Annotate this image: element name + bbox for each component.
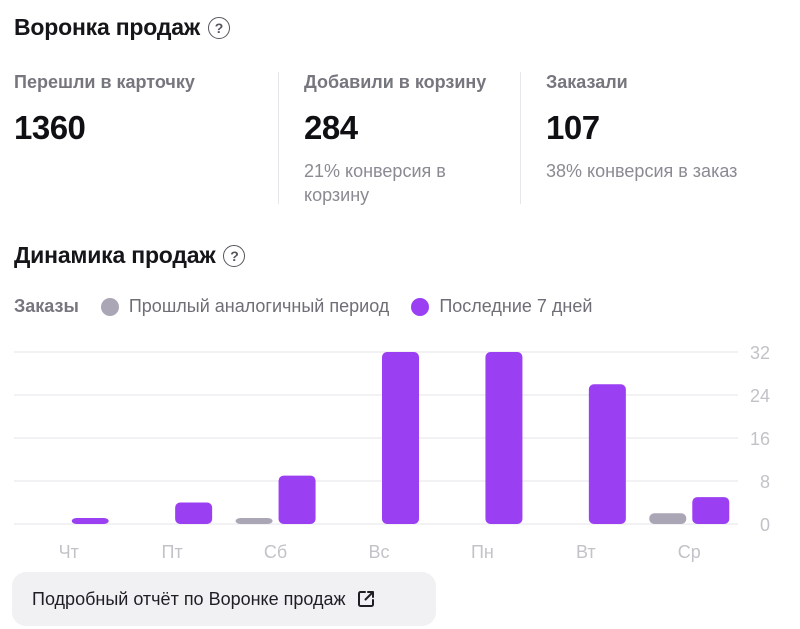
- x-tick-label: Сб: [264, 542, 287, 562]
- metric-divider: [520, 72, 521, 204]
- legend-dot-icon: [100, 297, 119, 316]
- funnel-metrics: Перешли в карточку 1360 Добавили в корзи…: [0, 72, 800, 205]
- metric-value: 107: [546, 109, 600, 146]
- metric-value: 284: [304, 109, 358, 146]
- x-tick-label: Чт: [59, 542, 79, 562]
- funnel-title: Воронка продаж ?: [14, 14, 230, 41]
- funnel-title-text: Воронка продаж: [14, 14, 200, 40]
- bar-last-7-days: [692, 497, 730, 524]
- metric-label: Заказали: [546, 72, 628, 92]
- dynamics-title-text: Динамика продаж: [14, 242, 216, 268]
- legend-item-last-7-days[interactable]: Последние 7 дней: [411, 296, 592, 317]
- x-tick-label: Вт: [576, 542, 596, 562]
- legend-label: Прошлый аналогичный период: [128, 296, 390, 316]
- legend-label: Последние 7 дней: [439, 296, 593, 316]
- bar-previous-period: [235, 518, 273, 524]
- bar-last-7-days: [588, 384, 626, 524]
- external-link-icon: [357, 591, 374, 607]
- question-circle-icon[interactable]: ?: [207, 16, 230, 39]
- legend-dot-icon: [411, 297, 430, 316]
- legend-title: Заказы: [14, 296, 79, 316]
- metric-card-visits: Перешли в карточку 1360: [14, 72, 195, 204]
- metric-divider: [278, 72, 279, 204]
- bar-last-7-days: [382, 352, 419, 524]
- bar-last-7-days: [485, 352, 523, 524]
- x-tick-label: Ср: [678, 542, 701, 562]
- x-tick-label: Пн: [471, 542, 494, 562]
- y-tick-label: 32: [750, 343, 770, 363]
- metric-label: Добавили в корзину: [304, 72, 487, 92]
- y-tick-label: 0: [760, 515, 770, 535]
- y-tick-label: 8: [760, 472, 770, 492]
- metric-label: Перешли в карточку: [14, 72, 195, 92]
- metric-card-cart: Добавили в корзину 284 21% конверсия в к…: [304, 72, 504, 205]
- legend-item-previous-period[interactable]: Прошлый аналогичный период: [100, 296, 390, 317]
- y-tick-label: 24: [750, 386, 770, 406]
- report-button-label: Подробный отчёт по Воронке продаж: [32, 588, 346, 609]
- bar-previous-period: [649, 513, 687, 524]
- bar-last-7-days: [278, 475, 316, 524]
- chart-legend: Заказы Прошлый аналогичный период Послед…: [14, 296, 614, 317]
- bar-last-7-days: [175, 502, 213, 524]
- x-tick-label: Пт: [162, 542, 183, 562]
- detailed-report-button[interactable]: Подробный отчёт по Воронке продаж: [12, 572, 436, 626]
- x-tick-label: Вс: [368, 542, 389, 562]
- metric-conversion: 21% конверсия в корзину: [304, 161, 446, 205]
- bar-last-7-days: [71, 518, 109, 524]
- orders-bar-chart: 0 8 16 24 32 Чт Пт Сб Вс Пн Вт Ср: [14, 343, 770, 562]
- metric-card-orders: Заказали 107 38% конверсия в заказ: [546, 72, 737, 204]
- y-tick-label: 16: [750, 429, 770, 449]
- question-circle-icon[interactable]: ?: [223, 244, 246, 267]
- dynamics-title: Динамика продаж ?: [14, 242, 246, 269]
- metric-conversion: 38% конверсия в заказ: [546, 161, 738, 181]
- metric-value: 1360: [14, 109, 86, 146]
